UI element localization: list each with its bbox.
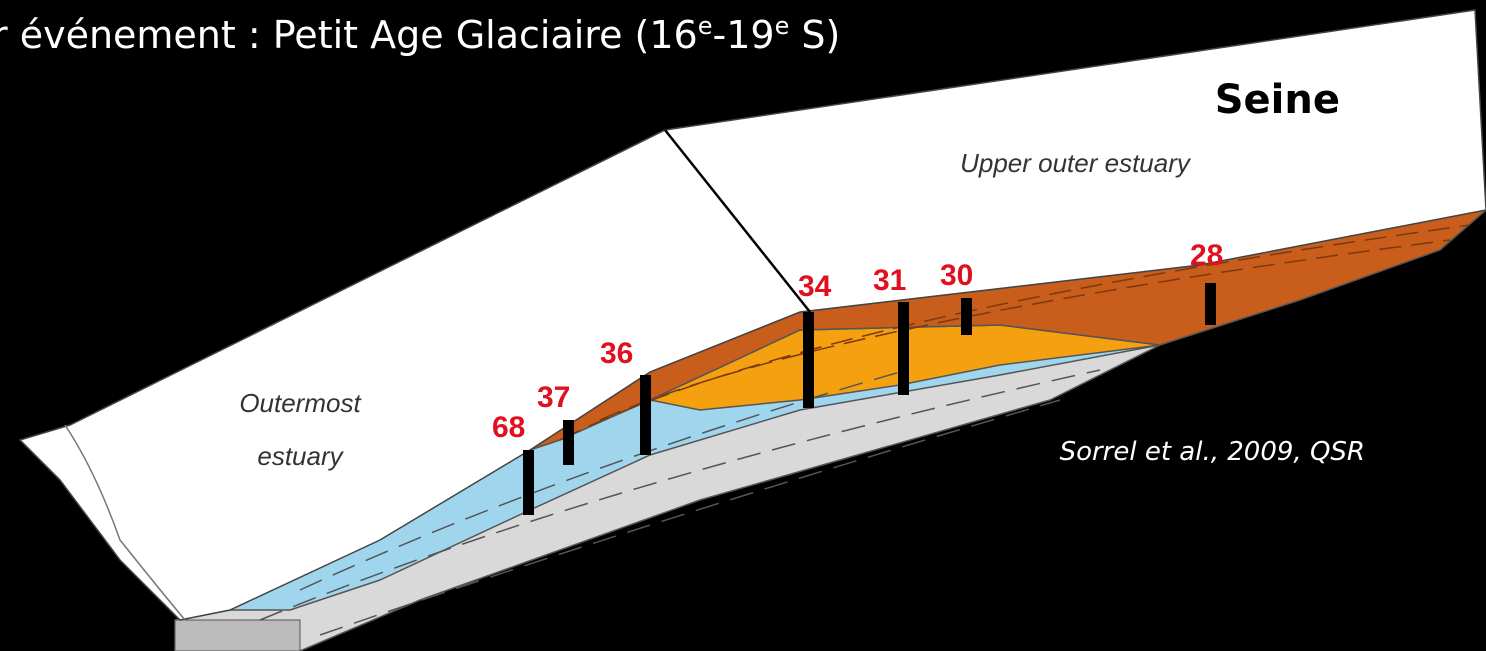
core [640,375,651,455]
edge [64,424,186,621]
core [563,420,574,465]
title-sup: e [698,12,713,40]
zone-divider [664,129,811,313]
core-label: 68 [492,411,525,444]
core-label: 30 [940,259,973,292]
river-name: Seine [1215,77,1340,123]
core [898,302,909,395]
core-label: 37 [537,381,570,414]
core [1205,283,1216,325]
core-label: 34 [798,270,832,303]
core-label: 36 [600,337,633,370]
zone-label: Outermost [239,388,362,418]
core [523,450,534,515]
cores [523,283,1216,515]
core-label: 31 [873,264,906,297]
zone-label: Upper outer estuary [960,148,1192,178]
citation: Sorrel et al., 2009, QSR [1060,437,1365,467]
top-surface [18,9,1486,621]
title-part: -19 [712,13,774,57]
title-sup: e [775,12,790,40]
title-part: r événement : Petit Age Glaciaire (16 [0,13,698,57]
core-label: 28 [1190,239,1223,272]
base-front [174,619,301,651]
zone-label: estuary [257,441,344,471]
core [961,298,972,335]
core [803,312,814,408]
title-part: S) [789,13,840,57]
title: r événement : Petit Age Glaciaire (16e-1… [0,12,840,57]
